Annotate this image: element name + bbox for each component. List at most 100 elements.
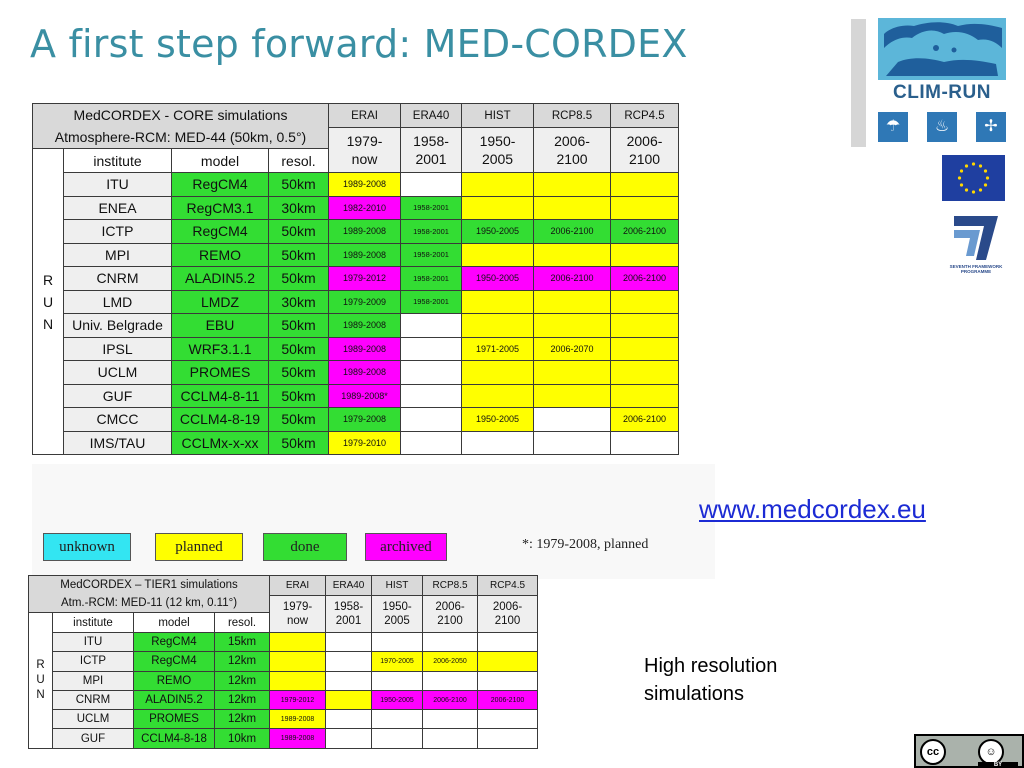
model-cell: RegCM3.1 xyxy=(171,195,269,220)
model-cell: CCLMx-x-xx xyxy=(171,430,269,455)
cc-icon: cc xyxy=(920,739,946,765)
status-cell xyxy=(325,709,373,730)
legend-note: *: 1979-2008, planned xyxy=(522,537,649,552)
institute-cell: MPI xyxy=(63,242,172,267)
status-cell xyxy=(533,430,612,455)
status-cell: 2006-2100 xyxy=(610,407,680,432)
model-cell: PROMES xyxy=(133,709,215,730)
status-cell xyxy=(371,670,424,691)
experiment-period: 1958- 2001 xyxy=(400,127,463,173)
status-cell: 2006-2100 xyxy=(610,219,680,244)
model-cell: CCLM4-8-11 xyxy=(171,383,269,408)
tier1-simulations-table: MedCORDEX – TIER1 simulations Atm.-RCM: M… xyxy=(27,575,539,749)
experiment-header: RCP4.5 xyxy=(477,575,539,596)
mediterranean-map-icon xyxy=(878,18,1006,80)
status-cell: 1958-2001 xyxy=(400,195,463,220)
resolution-cell: 30km xyxy=(267,195,330,220)
experiment-period: 2006- 2100 xyxy=(610,127,680,173)
status-cell xyxy=(325,651,373,672)
status-cell: 1989-2008 xyxy=(328,360,402,385)
status-cell xyxy=(422,631,479,653)
resolution-cell: 50km xyxy=(267,383,330,408)
institute-cell: UCLM xyxy=(52,709,134,730)
status-cell xyxy=(533,172,612,197)
status-cell: 1989-2008* xyxy=(328,383,402,408)
status-cell xyxy=(533,195,612,220)
status-cell xyxy=(533,360,612,385)
experiment-header: RCP8.5 xyxy=(422,575,479,596)
table-title-cell: MedCORDEX – TIER1 simulations Atm.-RCM: M… xyxy=(27,575,271,613)
status-cell xyxy=(325,689,373,711)
resolution-cell: 50km xyxy=(267,336,330,361)
column-header: model xyxy=(133,612,215,633)
institute-cell: ENEA xyxy=(63,195,172,220)
status-cell xyxy=(371,728,424,749)
status-cell xyxy=(461,242,535,267)
institute-cell: ITU xyxy=(63,172,172,197)
table-row: ENEA RegCM3.1 30km 1982-2010 1958-2001 xyxy=(33,195,680,220)
experiment-period: 2006- 2100 xyxy=(533,127,612,173)
experiment-period: 1979- now xyxy=(328,127,402,173)
column-header: resol. xyxy=(213,612,271,633)
experiment-period: 1958- 2001 xyxy=(325,595,373,633)
table-row: GUF CCLM4-8-18 10km 1989-2008 xyxy=(29,728,539,749)
status-cell xyxy=(269,670,327,691)
status-cell: 1989-2008 xyxy=(328,242,402,267)
status-cell xyxy=(477,651,539,672)
table-row: GUF CCLM4-8-11 50km 1989-2008* xyxy=(33,383,680,408)
resolution-cell: 50km xyxy=(267,219,330,244)
resolution-cell: 50km xyxy=(267,407,330,432)
status-cell xyxy=(269,631,327,653)
table-subtitle: Atm.-RCM: MED-11 (12 km, 0.11°) xyxy=(60,597,238,609)
resolution-cell: 12km xyxy=(213,709,271,730)
model-cell: LMDZ xyxy=(171,289,269,314)
model-cell: WRF3.1.1 xyxy=(171,336,269,361)
creative-commons-badge: cc ☺ BY xyxy=(914,734,1024,768)
table-title-cell: MedCORDEX - CORE simulations Atmosphere-R… xyxy=(31,103,330,149)
table-row: IMS/TAU CCLMx-x-xx 50km 1979-2010 xyxy=(33,430,680,455)
clim-run-icons: ☂ ♨ ✢ xyxy=(878,112,1006,144)
institute-cell: IPSL xyxy=(63,336,172,361)
institute-cell: GUF xyxy=(52,728,134,749)
experiment-header: HIST xyxy=(461,103,535,128)
status-cell xyxy=(400,313,463,338)
medcordex-link[interactable]: www.medcordex.eu xyxy=(699,494,926,524)
table-row: MPI REMO 12km xyxy=(29,670,539,691)
period-row: 1979- now 1958- 2001 1950- 2005 2006- 2100 2… xyxy=(33,127,680,173)
run-label: R U N xyxy=(32,148,64,455)
period-row: 1979- now 1958- 2001 1950- 2005 2006- 2100 2… xyxy=(29,595,539,633)
status-cell xyxy=(610,313,680,338)
status-cell xyxy=(533,242,612,267)
institute-cell: GUF xyxy=(63,383,172,408)
resolution-cell: 30km xyxy=(267,289,330,314)
logo-divider-bar xyxy=(851,19,866,147)
status-cell xyxy=(533,313,612,338)
resolution-cell: 50km xyxy=(267,313,330,338)
institute-cell: IMS/TAU xyxy=(63,430,172,455)
table-title: MedCORDEX - CORE simulations xyxy=(73,107,288,123)
status-cell xyxy=(610,383,680,408)
status-cell xyxy=(610,336,680,361)
institute-cell: ICTP xyxy=(52,651,134,672)
column-header: resol. xyxy=(267,148,330,173)
status-cell: 2006-2100 xyxy=(610,266,680,291)
wind-turbine-icon: ✢ xyxy=(976,112,1006,142)
status-cell xyxy=(610,430,680,455)
fp7-label: SEVENTH FRAMEWORK PROGRAMME xyxy=(949,264,1003,274)
table-row: ICTP RegCM4 50km 1989-2008 1958-2001 1950-200… xyxy=(33,219,680,244)
cc-by-label: BY xyxy=(978,762,1018,768)
status-cell: 1989-2008 xyxy=(328,219,402,244)
page-title: A first step forward: MED-CORDEX xyxy=(30,22,688,66)
model-cell: ALADIN5.2 xyxy=(133,689,215,711)
resolution-cell: 12km xyxy=(213,651,271,672)
status-cell xyxy=(371,631,424,653)
status-cell: 1950-2005 xyxy=(371,689,424,711)
status-cell xyxy=(371,709,424,730)
institute-cell: CNRM xyxy=(63,266,172,291)
status-cell xyxy=(461,383,535,408)
legend-panel xyxy=(32,464,715,579)
status-cell: 1989-2008 xyxy=(328,336,402,361)
institute-cell: LMD xyxy=(63,289,172,314)
institute-cell: ICTP xyxy=(63,219,172,244)
